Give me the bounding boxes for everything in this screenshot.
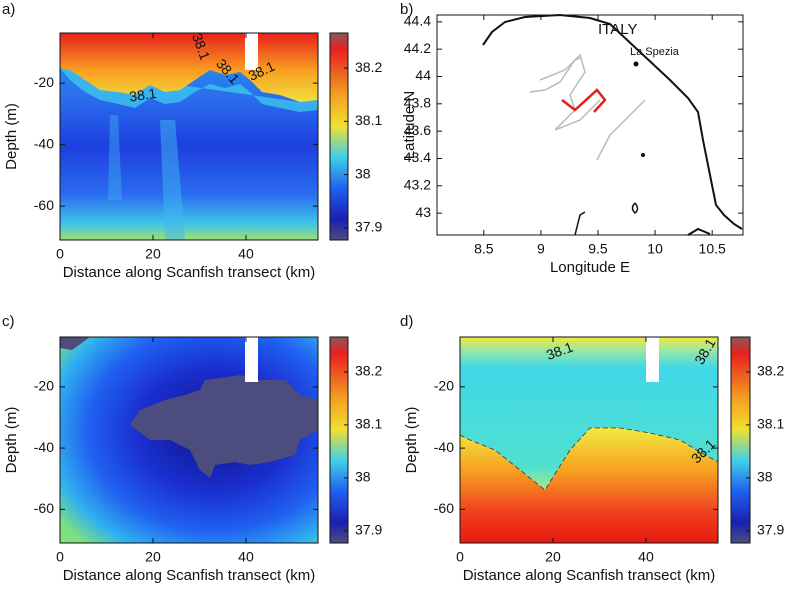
axes-frame: [59, 32, 319, 241]
y-tick-label: 43.8: [404, 95, 431, 111]
y-axis-label: Latitude N: [401, 91, 418, 159]
map-label: La Spezia: [630, 46, 680, 58]
y-axis-label: Depth (m): [3, 407, 20, 474]
x-axis-label: Distance along Scanfish transect (km): [63, 567, 316, 584]
panel-d-field: [459, 337, 719, 543]
colorbar-tick-label: 38.2: [355, 363, 382, 379]
x-tick-label: 40: [238, 246, 254, 262]
panel-c-field: [60, 337, 318, 543]
colorbar-tick-label: 38.1: [355, 416, 382, 432]
colorbar-tick-label: 38.1: [355, 112, 382, 128]
x-axis-label: Distance along Scanfish transect (km): [463, 567, 716, 584]
panel-a-field: [60, 33, 318, 240]
axes-frame: [459, 336, 719, 544]
y-tick-label: 43: [415, 204, 431, 220]
panel-label: d): [400, 313, 413, 330]
panel-label: a): [2, 1, 15, 18]
map-label: ITALY: [598, 21, 637, 38]
colorbar-tick-label: 38.1: [757, 416, 784, 432]
y-tick-label: -60: [34, 500, 54, 516]
colorbar-tick-label: 38.2: [757, 363, 784, 379]
x-tick-label: 20: [145, 246, 161, 262]
x-tick-label: 10.5: [699, 241, 726, 257]
x-tick-label: 40: [638, 549, 654, 565]
y-tick-label: -20: [34, 378, 54, 394]
colorbar: [730, 336, 751, 544]
colorbar-tick-label: 38: [355, 165, 371, 181]
axes-frame: [436, 14, 744, 236]
colorbar-tick-label: 38: [757, 469, 773, 485]
x-tick-label: 20: [545, 549, 561, 565]
y-tick-label: -20: [434, 378, 454, 394]
colorbar-tick-label: 38: [355, 469, 371, 485]
colorbar: [329, 336, 349, 544]
x-tick-label: 8.5: [474, 241, 494, 257]
colorbar-tick-label: 38.2: [355, 59, 382, 75]
x-tick-label: 20: [145, 549, 161, 565]
y-tick-label: -60: [434, 500, 454, 516]
y-tick-label: -20: [34, 74, 54, 90]
colorbar: [329, 32, 349, 241]
x-tick-label: 0: [456, 549, 464, 565]
colorbar-tick-label: 37.9: [757, 522, 784, 538]
axes-frame: [59, 336, 319, 544]
colorbar-tick-label: 37.9: [355, 522, 382, 538]
x-tick-label: 9.5: [588, 241, 608, 257]
x-axis-label: Longitude E: [550, 259, 630, 276]
y-tick-label: 43.2: [404, 177, 431, 193]
y-tick-label: -40: [434, 439, 454, 455]
y-tick-label: 44: [415, 67, 431, 83]
panel-label: b): [400, 1, 413, 18]
colorbar-tick-label: 37.9: [355, 218, 382, 234]
map-drawing: [482, 13, 743, 236]
y-axis-label: Depth (m): [3, 103, 20, 170]
x-tick-label: 9: [537, 241, 545, 257]
y-tick-label: -40: [34, 439, 54, 455]
contour-label: 38.1: [128, 85, 157, 105]
x-axis-label: Distance along Scanfish transect (km): [63, 264, 316, 281]
y-tick-label: 43.6: [404, 122, 431, 138]
panel-label: c): [2, 313, 15, 330]
y-tick-label: -60: [34, 197, 54, 213]
x-tick-label: 0: [56, 549, 64, 565]
y-tick-label: 44.2: [404, 40, 431, 56]
x-tick-label: 10: [647, 241, 663, 257]
y-tick-label: 44.4: [404, 13, 431, 29]
y-axis-label: Depth (m): [403, 407, 420, 474]
y-tick-label: -40: [34, 135, 54, 151]
x-tick-label: 0: [56, 246, 64, 262]
y-tick-label: 43.4: [404, 149, 431, 165]
x-tick-label: 40: [238, 549, 254, 565]
